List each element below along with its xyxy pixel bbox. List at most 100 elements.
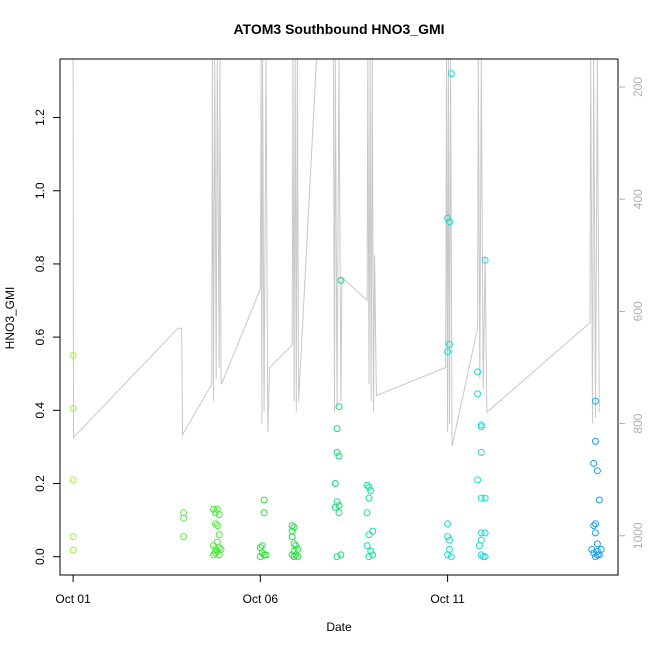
data-point	[588, 545, 596, 553]
pressure-series-line	[72, 58, 600, 447]
y-tick-label: 1.0	[33, 182, 47, 199]
data-point	[333, 553, 341, 561]
data-point	[331, 503, 339, 511]
data-point	[69, 476, 77, 484]
data-point	[69, 533, 77, 541]
data-point	[592, 437, 599, 445]
data-point	[481, 553, 489, 561]
y-axis: 0.0 0.2 0.4 0.6 0.8 1.0 1.2	[33, 109, 60, 565]
data-point	[593, 467, 601, 475]
data-point	[337, 551, 345, 559]
data-point	[365, 553, 373, 561]
data-point	[290, 540, 298, 548]
data-point	[215, 544, 223, 552]
data-point	[333, 425, 341, 433]
data-point	[590, 459, 598, 467]
data-point	[597, 545, 605, 553]
data-point	[69, 546, 77, 554]
x-tick-label: Oct 06	[243, 592, 279, 606]
data-point	[331, 480, 339, 487]
data-point	[590, 522, 598, 530]
data-point	[335, 403, 343, 411]
data-point	[69, 405, 77, 412]
data-point	[365, 483, 373, 491]
data-point	[363, 509, 371, 517]
y-tick-label: 0.8	[33, 255, 47, 272]
data-point	[369, 551, 377, 559]
x-tick-label: Oct 01	[55, 592, 91, 606]
y-tick-label: 0.2	[33, 475, 47, 492]
data-point	[180, 533, 188, 541]
data-point	[369, 527, 377, 535]
data-point	[292, 551, 300, 559]
data-point	[447, 553, 455, 561]
right-tick-label: 400	[631, 189, 645, 209]
data-point	[477, 423, 485, 431]
data-point	[446, 536, 453, 544]
pressure-line-layer	[72, 58, 600, 447]
data-point	[477, 551, 485, 559]
data-point	[367, 487, 375, 495]
y-tick-label: 0.0	[33, 548, 47, 565]
data-point	[290, 523, 298, 531]
data-point	[260, 496, 268, 504]
data-point	[481, 494, 489, 502]
x-axis-label: Date	[326, 620, 352, 634]
points-layer	[69, 70, 605, 561]
right-tick-label: 1000	[631, 522, 645, 549]
data-point	[260, 509, 268, 517]
data-point	[481, 256, 489, 264]
data-point	[213, 547, 221, 555]
data-point	[474, 390, 482, 398]
chart-title: ATOM3 Southbound HNO3_GMI	[233, 21, 444, 37]
data-point	[592, 520, 599, 528]
data-point	[365, 494, 373, 502]
data-point	[595, 496, 603, 504]
data-point	[211, 549, 219, 557]
right-tick-label: 200	[631, 77, 645, 97]
data-point	[258, 542, 266, 550]
data-point	[217, 545, 225, 553]
data-point	[365, 531, 373, 539]
data-point	[335, 509, 343, 517]
data-point	[335, 502, 343, 509]
data-point	[474, 368, 482, 376]
y-axis-label: HNO3_GMI	[3, 287, 17, 350]
data-point	[210, 542, 217, 550]
data-point	[477, 448, 485, 456]
data-point	[477, 494, 485, 502]
data-point	[444, 348, 452, 356]
data-point	[290, 553, 298, 561]
data-point	[592, 553, 599, 561]
data-point	[260, 551, 268, 559]
data-point	[479, 553, 487, 561]
data-point	[215, 511, 223, 519]
data-point	[444, 520, 452, 528]
data-point	[69, 351, 77, 359]
data-point	[262, 551, 270, 559]
data-point	[211, 520, 219, 528]
data-point	[444, 533, 452, 541]
data-point	[593, 540, 601, 548]
y-tick-label: 0.4	[33, 402, 47, 419]
x-axis: Oct 01 Oct 06 Oct 11	[55, 574, 465, 606]
data-point	[592, 397, 599, 405]
data-point	[481, 529, 489, 537]
data-point	[211, 509, 219, 517]
data-point	[180, 514, 188, 522]
data-point	[335, 452, 343, 460]
data-point	[363, 542, 371, 550]
y-tick-label: 0.6	[33, 328, 47, 345]
data-point	[477, 529, 485, 537]
data-point	[333, 448, 341, 456]
data-point	[446, 218, 453, 226]
data-point	[215, 531, 223, 539]
data-point	[446, 340, 453, 348]
data-point	[258, 549, 266, 557]
right-axis: 200 400 600 800 1000	[618, 77, 645, 549]
data-point	[210, 505, 217, 513]
data-point	[444, 551, 452, 559]
data-point	[474, 476, 482, 484]
right-tick-label: 600	[631, 301, 645, 321]
